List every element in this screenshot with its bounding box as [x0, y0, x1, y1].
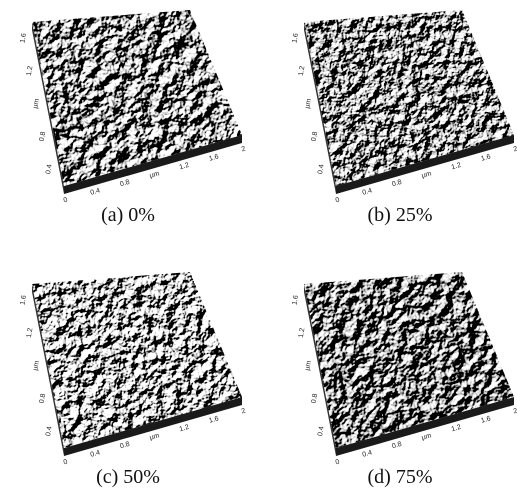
- x-axis-label: 1.6: [480, 415, 491, 424]
- y-axis-label: 1.2: [298, 327, 307, 338]
- y-axis-label: 1.6: [291, 33, 300, 44]
- x-axis-label: 1.2: [179, 424, 190, 433]
- y-axis-label: 0.8: [39, 393, 48, 404]
- x-axis-label: 0.8: [119, 179, 130, 188]
- y-axis-label: 1.2: [298, 65, 307, 76]
- x-axis-label: μm: [421, 432, 433, 441]
- x-axis-label: 0.8: [391, 441, 402, 450]
- y-axis-label: μm: [32, 360, 41, 371]
- x-axis-label: 1.2: [179, 162, 190, 171]
- x-axis-label: 1.6: [480, 153, 491, 162]
- afm-texture: [292, 262, 517, 457]
- x-axis-label: 1.6: [208, 153, 219, 162]
- y-axis-label: 1.2: [26, 65, 35, 76]
- x-axis-label: 0.4: [90, 449, 101, 458]
- x-axis-label: 0: [335, 197, 341, 205]
- y-axis-label: 1.6: [19, 33, 28, 44]
- afm-panel: 0 0.4 0.8 μm 1.2 1.6 2 0.4 0.8 μm 1.2 1.6 (d) 75%: [291, 262, 517, 488]
- caption: (b) 25%: [368, 204, 433, 226]
- x-axis-label: 2: [513, 408, 517, 416]
- y-axis-label: 0.8: [39, 131, 48, 142]
- afm-texture: [292, 0, 517, 195]
- y-axis-label: 0.4: [45, 426, 54, 437]
- y-axis-label: 1.6: [291, 295, 300, 306]
- x-axis-label: μm: [421, 170, 433, 179]
- x-axis-label: 2: [241, 408, 247, 416]
- caption: (c) 50%: [96, 466, 160, 488]
- x-axis-label: 2: [241, 146, 247, 154]
- afm-panel: 0 0.4 0.8 μm 1.2 1.6 2 0.4 0.8 μm 1.2 1.6 (b) 25%: [291, 0, 517, 226]
- x-axis-label: 0: [63, 197, 69, 205]
- x-axis-label: 0.4: [362, 187, 373, 196]
- x-axis-label: 1.2: [451, 162, 462, 171]
- y-axis-label: μm: [304, 98, 313, 109]
- x-axis-label: μm: [149, 170, 161, 179]
- afm-panel: 0 0.4 0.8 μm 1.2 1.6 2 0.4 0.8 μm 1.2 1.6 (c) 50%: [19, 262, 255, 488]
- x-axis-label: 0: [335, 459, 341, 467]
- caption: (a) 0%: [101, 204, 155, 226]
- x-axis-label: μm: [149, 432, 161, 441]
- x-axis-label: 0.4: [362, 449, 373, 458]
- y-axis-label: 0.8: [311, 393, 320, 404]
- x-axis-label: 1.2: [451, 424, 462, 433]
- y-axis-label: 1.2: [26, 327, 35, 338]
- y-axis-label: μm: [304, 360, 313, 371]
- x-axis-label: 1.6: [208, 415, 219, 424]
- x-axis-label: 0.8: [119, 441, 130, 450]
- x-axis-label: 0: [63, 459, 69, 467]
- y-axis-label: 0.4: [317, 164, 326, 175]
- y-axis-label: 1.6: [19, 295, 28, 306]
- y-axis-label: 0.8: [311, 131, 320, 142]
- y-axis-label: μm: [32, 98, 41, 109]
- surface: [292, 0, 517, 195]
- x-axis-label: 2: [513, 146, 517, 154]
- afm-panel: 0 0.4 0.8 μm 1.2 1.6 2 0.4 0.8 μm 1.2 1.6 (a) 0%: [19, 0, 255, 226]
- x-axis-label: 0.4: [90, 187, 101, 196]
- y-axis-label: 0.4: [45, 164, 54, 175]
- y-axis-label: 0.4: [317, 426, 326, 437]
- figure: 0 0.4 0.8 μm 1.2 1.6 2 0.4 0.8 μm 1.2 1.6 (a) 0% 0 0.4…: [0, 0, 517, 496]
- caption: (d) 75%: [368, 466, 433, 488]
- surface: [292, 262, 517, 457]
- x-axis-label: 0.8: [391, 179, 402, 188]
